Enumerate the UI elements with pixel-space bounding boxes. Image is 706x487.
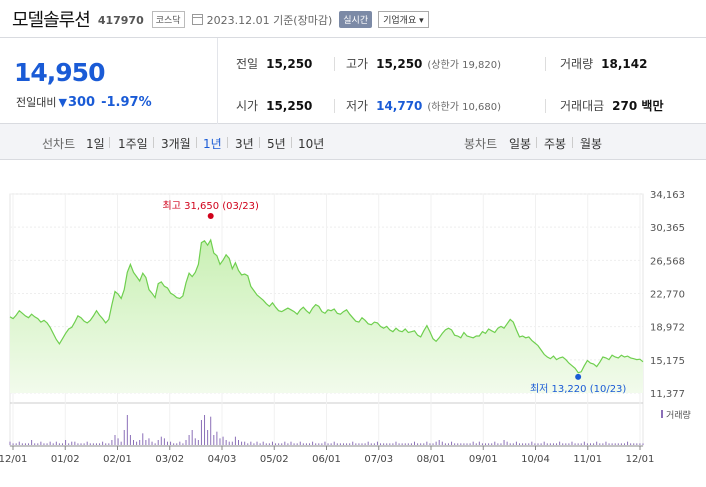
x-tick-label: 10/04 [521,454,550,465]
volume-legend-label: 거래량 [666,409,691,421]
tab-10y[interactable]: 10년 [298,137,325,151]
price-area [10,240,643,393]
tab-weekly[interactable]: 주봉 [544,137,567,151]
y-tick-label: 26,568 [650,256,685,267]
x-tick-label: 05/02 [260,454,289,465]
stock-name: 모델솔루션 [12,9,91,31]
candle-chart-label: 봉차트 [464,137,498,151]
x-tick-label: 03/02 [155,454,184,465]
line-chart-label: 선차트 [42,137,76,151]
x-tick-label: 09/01 [469,454,498,465]
tab-daily[interactable]: 일봉 [509,137,532,151]
open-value: 15,250 [266,99,313,113]
upper-limit: (상한가 19,820) [427,60,501,71]
tab-1d[interactable]: 1일 [86,137,105,151]
prev-close-value: 15,250 [266,57,313,71]
x-tick-label: 01/02 [51,454,80,465]
min-annotation: 최저 13,220 (10/23) [530,383,626,395]
realtime-button[interactable]: 실시간 [339,11,373,28]
x-tick-label: 02/01 [103,454,132,465]
current-price: 14,950 [14,58,105,87]
tab-divider [153,137,154,148]
volume-label: 거래량 [560,57,594,71]
change-label: 전일대비 [16,96,57,109]
open-label: 시가 [236,99,259,113]
price-chart-svg: 34,163 30,365 26,568 22,770 18,972 15,175 11,3… [0,190,691,465]
chart-period-tabs: 선차트 1일 1주일 3개월 1년 3년 5년 10년 봉차트 일봉 주봉 월봉 [0,124,706,160]
high-label: 고가 [346,57,369,71]
x-tick-label: 07/03 [364,454,393,465]
tab-5y[interactable]: 5년 [267,137,286,151]
divider [545,57,546,71]
x-tick-label: 12/01 [626,454,655,465]
high-price: 고가 15,250 (상한가 19,820) [346,55,501,72]
prev-close-label: 전일 [236,57,259,71]
x-tick-label: 08/01 [417,454,446,465]
low-price: 저가 14,770 (하한가 10,680) [346,97,501,114]
y-tick-label: 22,770 [650,290,685,301]
y-tick-label: 11,377 [650,389,685,400]
low-label: 저가 [346,99,369,113]
y-tick-label: 30,365 [650,223,685,234]
change-percent: -1.97% [101,94,152,110]
price-chart[interactable]: 34,163 30,365 26,568 22,770 18,972 15,175 11,3… [0,160,706,487]
tab-divider [291,137,292,148]
tab-monthly[interactable]: 월봉 [580,137,603,151]
x-tick-label: 11/01 [573,454,602,465]
y-tick-label: 18,972 [650,323,685,334]
tab-divider [572,137,573,148]
y-tick-label: 15,175 [650,356,685,367]
amount-value: 270 백만 [612,99,664,113]
tab-divider [196,137,197,148]
x-tick-label: 12/01 [0,454,27,465]
divider [334,57,335,71]
tab-divider [259,137,260,148]
open-price: 시가 15,250 [236,97,312,114]
volume-legend-swatch [661,410,663,418]
down-triangle-icon: ▼ [58,95,67,109]
change-value: 300 [67,94,96,110]
max-annotation: 최고 31,650 (03/23) [163,200,259,212]
high-value: 15,250 [376,57,423,71]
tab-1w[interactable]: 1주일 [118,137,148,151]
tab-divider [109,137,110,148]
stock-header: 모델솔루션 417970 코스닥 2023.12.01 기준(장마감) 실시간 … [0,0,706,38]
min-marker [575,373,582,380]
current-price-panel: 14,950 전일대비 ▼ 300 -1.97% [0,38,218,124]
tab-1y[interactable]: 1년 [203,137,222,151]
volume-value: 18,142 [601,57,648,71]
price-summary: 14,950 전일대비 ▼ 300 -1.97% 전일 15,250 고가 15… [0,38,706,124]
x-tick-label: 06/01 [312,454,341,465]
x-tick-label: 04/03 [208,454,237,465]
low-value: 14,770 [376,99,423,113]
tab-3y[interactable]: 3년 [235,137,254,151]
prev-close: 전일 15,250 [236,55,312,72]
calendar-icon [191,14,203,25]
price-line [9,238,644,374]
divider [334,99,335,113]
tab-divider [536,137,537,148]
tab-3m[interactable]: 3개월 [161,137,191,151]
volume: 거래량 18,142 [560,55,647,72]
trade-amount: 거래대금 270 백만 [560,97,663,114]
company-info-dropdown[interactable]: 기업개요 ▾ [378,11,429,28]
stock-code: 417970 [97,13,144,27]
y-tick-label: 34,163 [650,190,685,201]
price-change: 전일대비 ▼ 300 -1.97% [16,94,152,110]
amount-label: 거래대금 [560,99,605,113]
lower-limit: (하한가 10,680) [427,102,501,113]
tab-divider [227,137,228,148]
as-of-date: 2023.12.01 기준(장마감) [206,14,333,27]
market-badge: 코스닥 [151,11,185,28]
max-marker [207,212,214,219]
divider [545,99,546,113]
